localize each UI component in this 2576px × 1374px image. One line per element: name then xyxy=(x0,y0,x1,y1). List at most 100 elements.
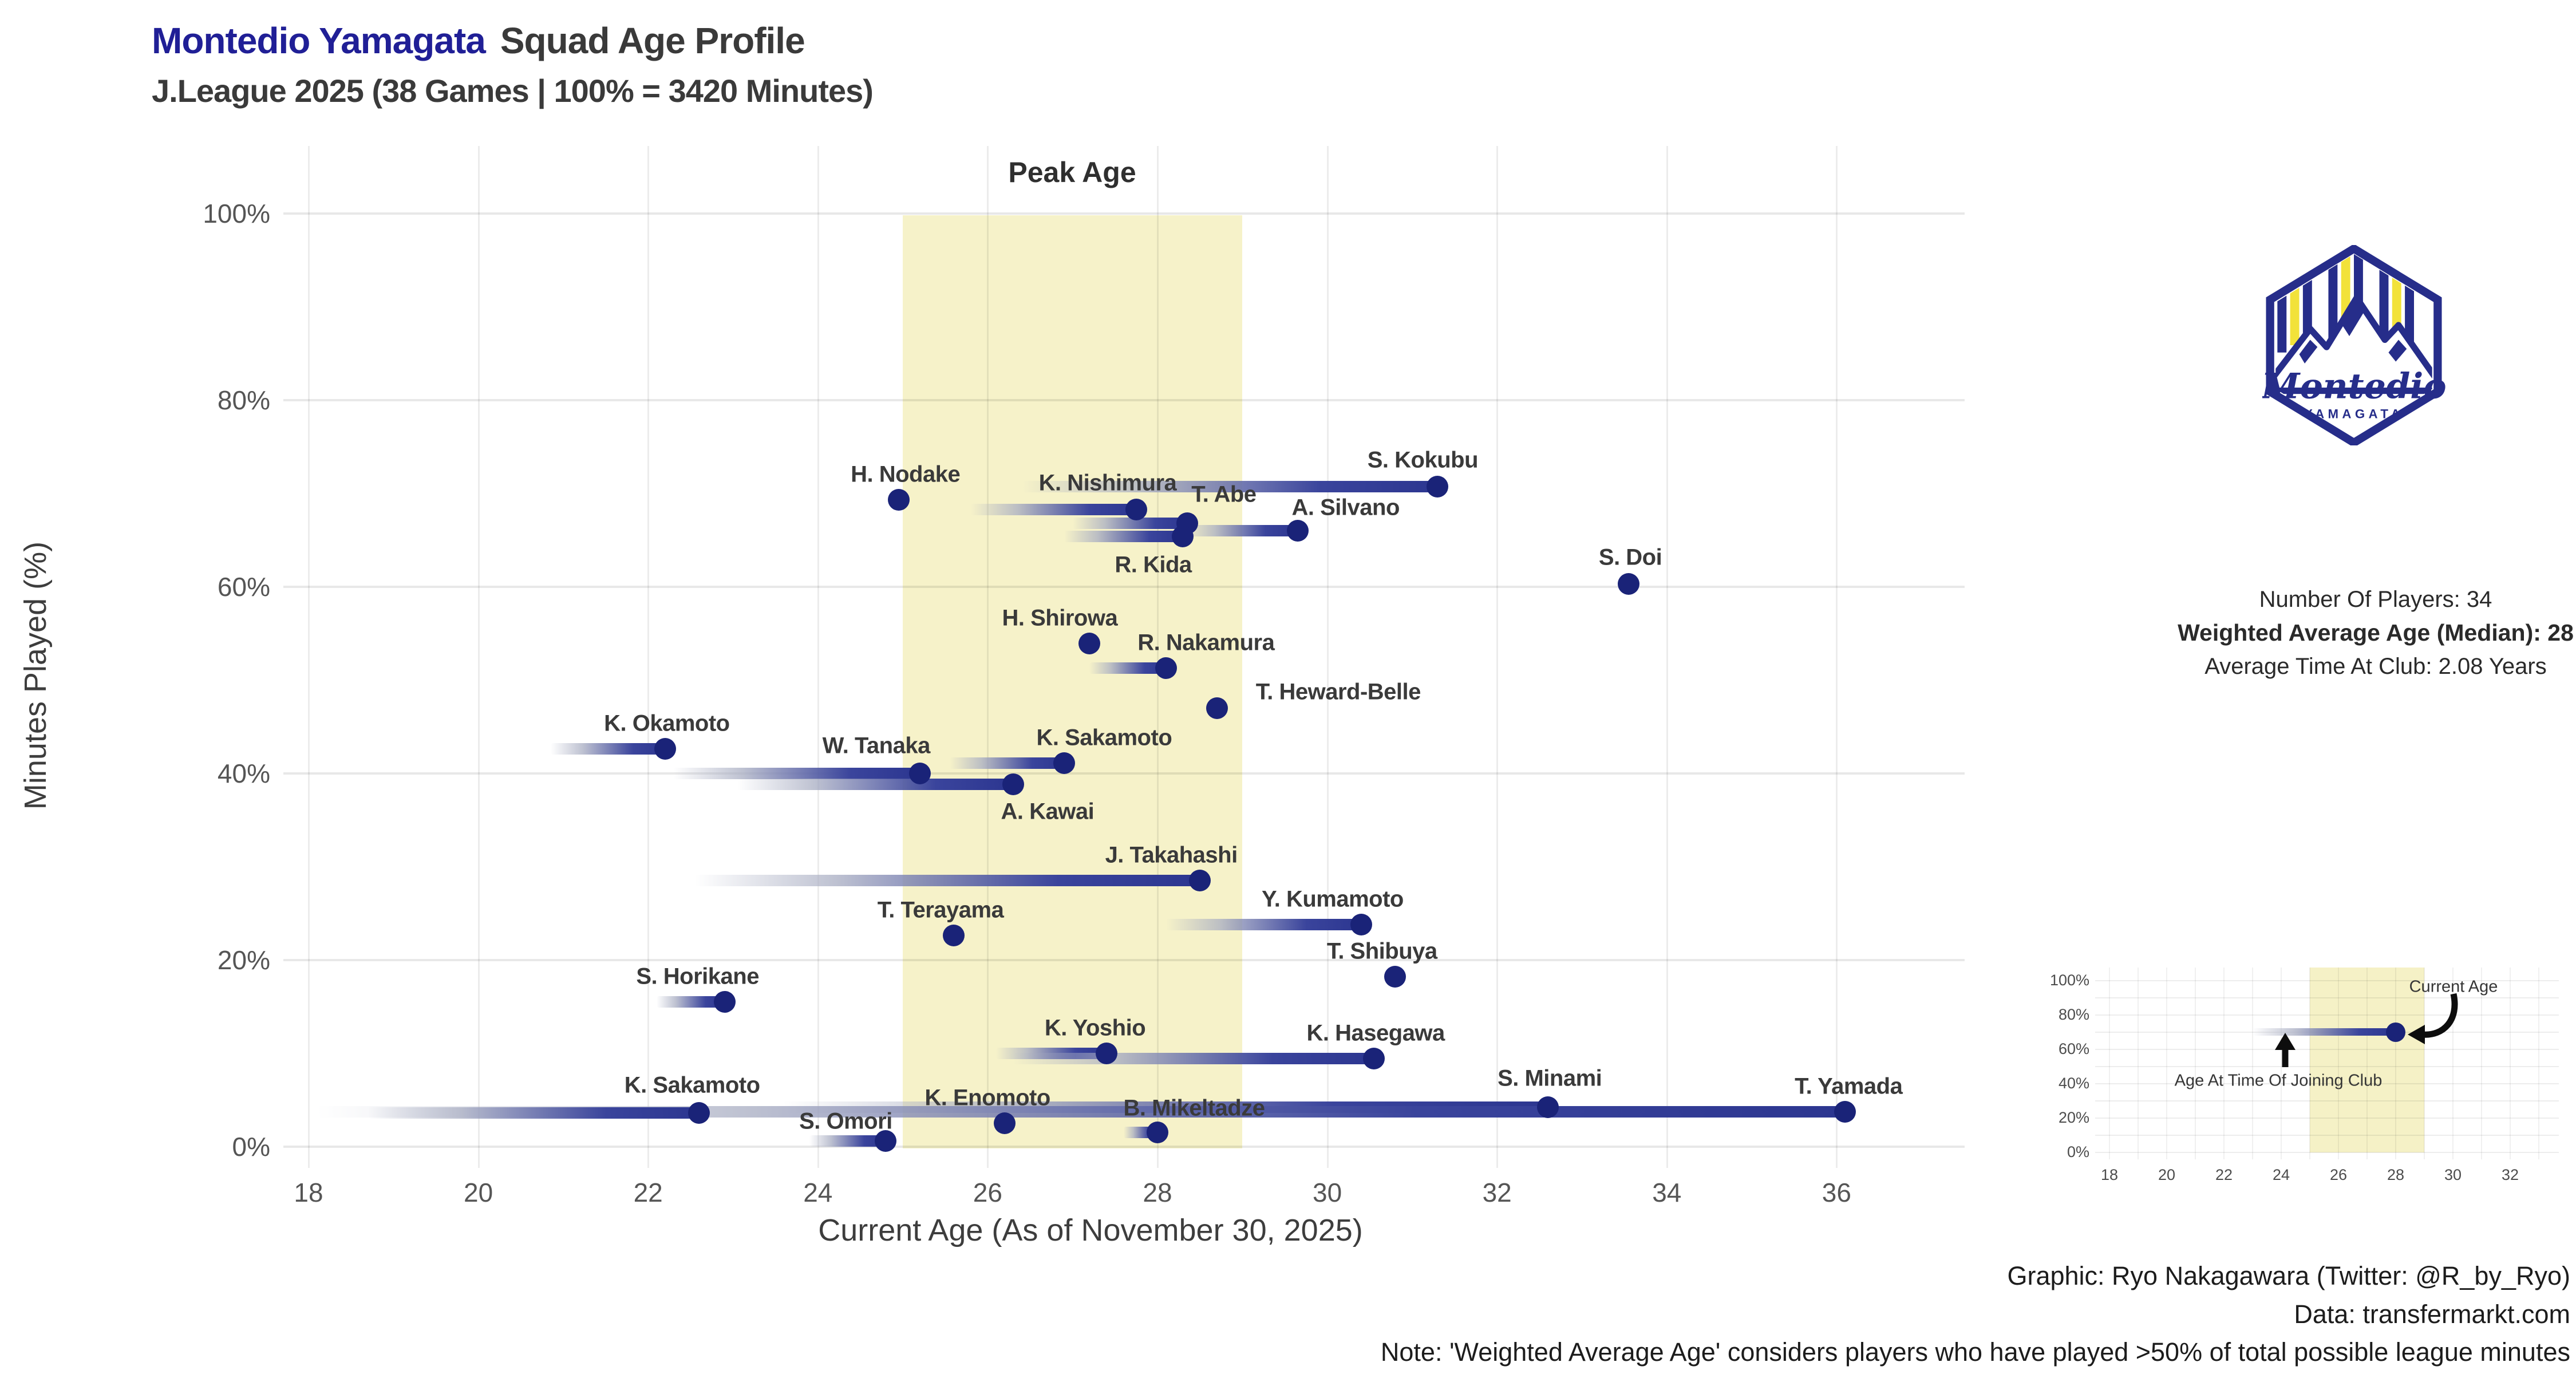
player-tenure-tail xyxy=(1064,530,1183,542)
x-tick-label: 22 xyxy=(633,1178,663,1207)
x-tick-label: 26 xyxy=(973,1178,1002,1207)
x-gridline xyxy=(308,146,310,1168)
player-tenure-tail xyxy=(550,743,665,755)
subtitle: J.League 2025 (38 Games | 100% = 3420 Mi… xyxy=(152,73,874,109)
x-tick-label: 20 xyxy=(464,1178,493,1207)
player-tenure-tail xyxy=(949,757,1064,769)
player-label: S. Kokubu xyxy=(1367,447,1479,473)
x-gridline xyxy=(987,146,989,1168)
player-tenure-tail xyxy=(1183,524,1298,536)
stat-weighted-average-age: Weighted Average Age (Median): 28 xyxy=(2178,619,2574,646)
logo-wordmark: Montedio xyxy=(2262,366,2445,406)
legend-x-gridline xyxy=(2281,968,2282,1159)
credit-note: Note: 'Weighted Average Age' considers p… xyxy=(1380,1337,2570,1367)
player-dot xyxy=(908,762,931,784)
logo-mountains xyxy=(2275,294,2432,394)
legend-x-tick-label: 26 xyxy=(2329,1166,2348,1183)
player-tenure-tail xyxy=(1013,1053,1374,1065)
x-gridline xyxy=(1666,146,1668,1168)
legend-y-tick-label: 100% xyxy=(2049,972,2089,989)
x-gridline xyxy=(1836,146,1838,1168)
player-label: T. Abe xyxy=(1191,481,1257,507)
player-label: W. Tanaka xyxy=(822,733,931,759)
player-dot xyxy=(688,1101,710,1124)
player-tenure-tail xyxy=(809,1135,886,1147)
legend-y-gridline xyxy=(2095,1066,2559,1067)
player-label: R. Kida xyxy=(1115,552,1192,578)
player-dot xyxy=(1834,1101,1856,1123)
legend-x-gridline xyxy=(2138,968,2139,1159)
player-label: A. Silvano xyxy=(1291,495,1400,520)
x-tick-label: 32 xyxy=(1482,1178,1512,1207)
stat-number-of-players: Number Of Players: 34 xyxy=(2259,587,2492,612)
peak-age-band-label: Peak Age xyxy=(1008,156,1136,188)
legend-x-gridline xyxy=(2109,968,2110,1159)
player-label: T. Yamada xyxy=(1795,1073,1903,1099)
player-dot xyxy=(1002,773,1024,796)
player-dot xyxy=(1286,519,1309,542)
x-gridline xyxy=(1157,146,1159,1168)
player-label: T. Shibuya xyxy=(1326,938,1437,964)
x-gridline xyxy=(1326,146,1329,1168)
legend-x-gridline xyxy=(2252,968,2253,1159)
logo-subword: YAMAGATA xyxy=(2304,406,2404,421)
player-label: K. Nishimura xyxy=(1038,470,1177,495)
player-dot xyxy=(875,1130,897,1152)
x-gridline xyxy=(647,146,650,1168)
legend-y-tick-label: 80% xyxy=(2058,1006,2089,1023)
x-gridline xyxy=(817,146,819,1168)
player-label: S. Horikane xyxy=(636,964,759,989)
x-gridline xyxy=(1496,146,1499,1168)
player-dot xyxy=(1147,1122,1168,1144)
y-tick-label: 40% xyxy=(217,758,270,788)
player-tenure-tail xyxy=(657,996,725,1008)
legend-x-gridline xyxy=(2424,968,2425,1159)
legend-x-gridline xyxy=(2510,968,2511,1159)
player-label: K. Sakamoto xyxy=(1036,725,1172,751)
y-tick-label: 60% xyxy=(217,571,270,602)
player-label: Y. Kumamoto xyxy=(1261,886,1404,912)
legend-y-tick-label: 40% xyxy=(2058,1075,2089,1092)
legend-current-age-label: Current Age xyxy=(2409,977,2498,996)
player-tenure-tail xyxy=(737,779,1013,791)
player-label: K. Sakamoto xyxy=(624,1072,760,1098)
x-axis-title: Current Age (As of November 30, 2025) xyxy=(818,1213,1363,1247)
player-label: H. Nodake xyxy=(851,461,961,487)
player-label: S. Doi xyxy=(1598,544,1662,570)
player-label: S. Minami xyxy=(1498,1065,1602,1091)
title-text: Squad Age Profile xyxy=(500,20,805,61)
legend-x-tick-label: 30 xyxy=(2444,1166,2462,1183)
legend-x-tick-label: 28 xyxy=(2387,1166,2405,1183)
legend-y-gridline xyxy=(2095,1049,2559,1050)
player-dot xyxy=(1155,657,1177,679)
legend-x-gridline xyxy=(2223,968,2225,1159)
legend-x-tick-label: 24 xyxy=(2272,1166,2290,1183)
player-tenure-tail xyxy=(1165,918,1361,930)
player-dot xyxy=(1053,752,1075,774)
player-tenure-tail xyxy=(673,767,920,779)
player-dot xyxy=(713,990,736,1013)
legend-current-arrow xyxy=(2422,993,2458,1038)
player-dot xyxy=(1189,870,1211,892)
legend-join-age-label: Age At Time Of Joining Club xyxy=(2174,1071,2383,1090)
x-tick-label: 18 xyxy=(294,1178,323,1207)
player-label: A. Kawai xyxy=(1001,799,1095,824)
legend-y-gridline xyxy=(2095,980,2559,981)
page-title: Montedio Yamagata Squad Age Profile xyxy=(152,19,805,62)
player-label: H. Shirowa xyxy=(1002,605,1118,631)
legend-y-tick-label: 20% xyxy=(2058,1109,2089,1126)
y-gridline xyxy=(283,398,1965,401)
club-name-title: Montedio Yamagata xyxy=(152,20,486,61)
squad-stats-block: Number Of Players: 34 Weighted Average A… xyxy=(2170,583,2576,683)
player-dot xyxy=(1363,1048,1385,1070)
player-label: K. Enomoto xyxy=(924,1085,1050,1111)
player-label: K. Yoshio xyxy=(1044,1015,1146,1041)
player-label: B. Mikeltadze xyxy=(1123,1095,1265,1121)
player-dot xyxy=(1618,572,1640,595)
y-tick-label: 80% xyxy=(217,385,270,415)
y-gridline xyxy=(283,585,1965,588)
legend-arrows xyxy=(2275,993,2458,1067)
player-dot xyxy=(1537,1096,1559,1119)
